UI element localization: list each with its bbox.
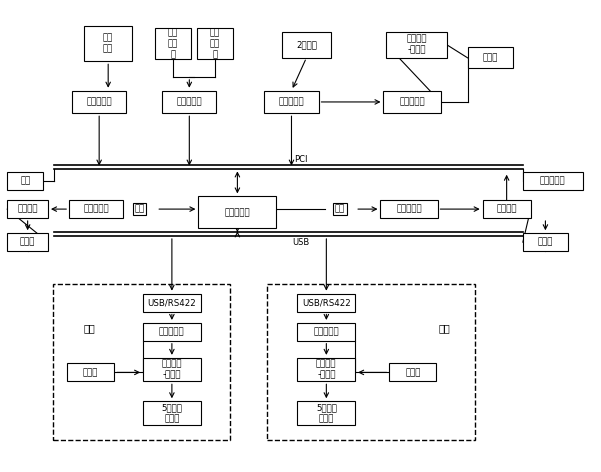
Text: 末端执行器: 末端执行器 xyxy=(540,176,566,185)
Text: 5自由度
机械臂: 5自由度 机械臂 xyxy=(162,403,182,423)
FancyBboxPatch shape xyxy=(282,32,331,58)
Text: 编码器: 编码器 xyxy=(20,237,35,247)
FancyBboxPatch shape xyxy=(7,233,48,251)
FancyBboxPatch shape xyxy=(143,401,201,425)
Text: 伺服驱动器: 伺服驱动器 xyxy=(399,97,425,107)
Text: USB/RS422: USB/RS422 xyxy=(147,298,197,307)
FancyBboxPatch shape xyxy=(523,233,568,251)
FancyBboxPatch shape xyxy=(69,200,123,218)
Text: 编码器: 编码器 xyxy=(405,368,421,377)
FancyBboxPatch shape xyxy=(197,28,233,59)
FancyBboxPatch shape xyxy=(143,358,201,381)
FancyBboxPatch shape xyxy=(198,196,276,228)
Text: USB: USB xyxy=(292,238,309,247)
FancyBboxPatch shape xyxy=(143,294,201,312)
Text: 运动控制卡: 运动控制卡 xyxy=(279,97,304,107)
FancyBboxPatch shape xyxy=(297,358,355,381)
Text: 伺服电机
-减速器: 伺服电机 -减速器 xyxy=(406,34,427,55)
Text: USB/RS422: USB/RS422 xyxy=(302,298,351,307)
FancyBboxPatch shape xyxy=(297,323,355,341)
Text: 5自由度
机械臂: 5自由度 机械臂 xyxy=(316,403,337,423)
FancyBboxPatch shape xyxy=(7,172,43,190)
Text: 伺服驱动器: 伺服驱动器 xyxy=(159,327,185,337)
Text: 串口: 串口 xyxy=(335,204,346,214)
FancyBboxPatch shape xyxy=(72,91,126,113)
Text: 左臂: 左臂 xyxy=(83,323,95,333)
FancyBboxPatch shape xyxy=(67,363,114,381)
FancyBboxPatch shape xyxy=(383,91,441,113)
FancyBboxPatch shape xyxy=(468,47,513,68)
Text: 云台: 云台 xyxy=(20,176,31,185)
FancyBboxPatch shape xyxy=(297,401,355,425)
FancyBboxPatch shape xyxy=(483,200,531,218)
FancyBboxPatch shape xyxy=(84,26,132,61)
FancyBboxPatch shape xyxy=(389,363,436,381)
Text: 编码器: 编码器 xyxy=(483,53,498,62)
FancyBboxPatch shape xyxy=(7,200,48,218)
Text: 伺服驱动器: 伺服驱动器 xyxy=(396,204,422,214)
Text: 编码器: 编码器 xyxy=(83,368,99,377)
Text: 伺服驱动器: 伺服驱动器 xyxy=(314,327,339,337)
Text: 主控计算机: 主控计算机 xyxy=(225,208,250,217)
Text: 编码器: 编码器 xyxy=(538,237,553,247)
Text: 串口: 串口 xyxy=(134,204,145,214)
Text: 伺服电机: 伺服电机 xyxy=(496,204,517,214)
Text: 步进电机: 步进电机 xyxy=(17,204,38,214)
FancyBboxPatch shape xyxy=(523,172,583,190)
Text: 伺服电机
-减速器: 伺服电机 -减速器 xyxy=(316,360,337,379)
Text: PCI: PCI xyxy=(294,155,307,164)
FancyBboxPatch shape xyxy=(143,323,201,341)
Text: 数据采集卡: 数据采集卡 xyxy=(177,97,202,107)
Text: 伺服电机
-减速器: 伺服电机 -减速器 xyxy=(162,360,182,379)
Text: 右臂: 右臂 xyxy=(439,323,451,333)
Text: 图像采集卡: 图像采集卡 xyxy=(87,97,112,107)
FancyBboxPatch shape xyxy=(264,91,319,113)
Text: 压力
传感
器: 压力 传感 器 xyxy=(210,28,221,59)
FancyBboxPatch shape xyxy=(380,200,438,218)
FancyBboxPatch shape xyxy=(386,32,447,58)
Text: 双目
视觉: 双目 视觉 xyxy=(103,34,114,54)
FancyBboxPatch shape xyxy=(155,28,191,59)
FancyBboxPatch shape xyxy=(162,91,216,113)
FancyBboxPatch shape xyxy=(297,294,355,312)
Text: 2张动轮: 2张动轮 xyxy=(296,40,317,49)
Text: 限位
传感
器: 限位 传感 器 xyxy=(168,28,178,59)
Text: 云台控制器: 云台控制器 xyxy=(84,204,109,214)
